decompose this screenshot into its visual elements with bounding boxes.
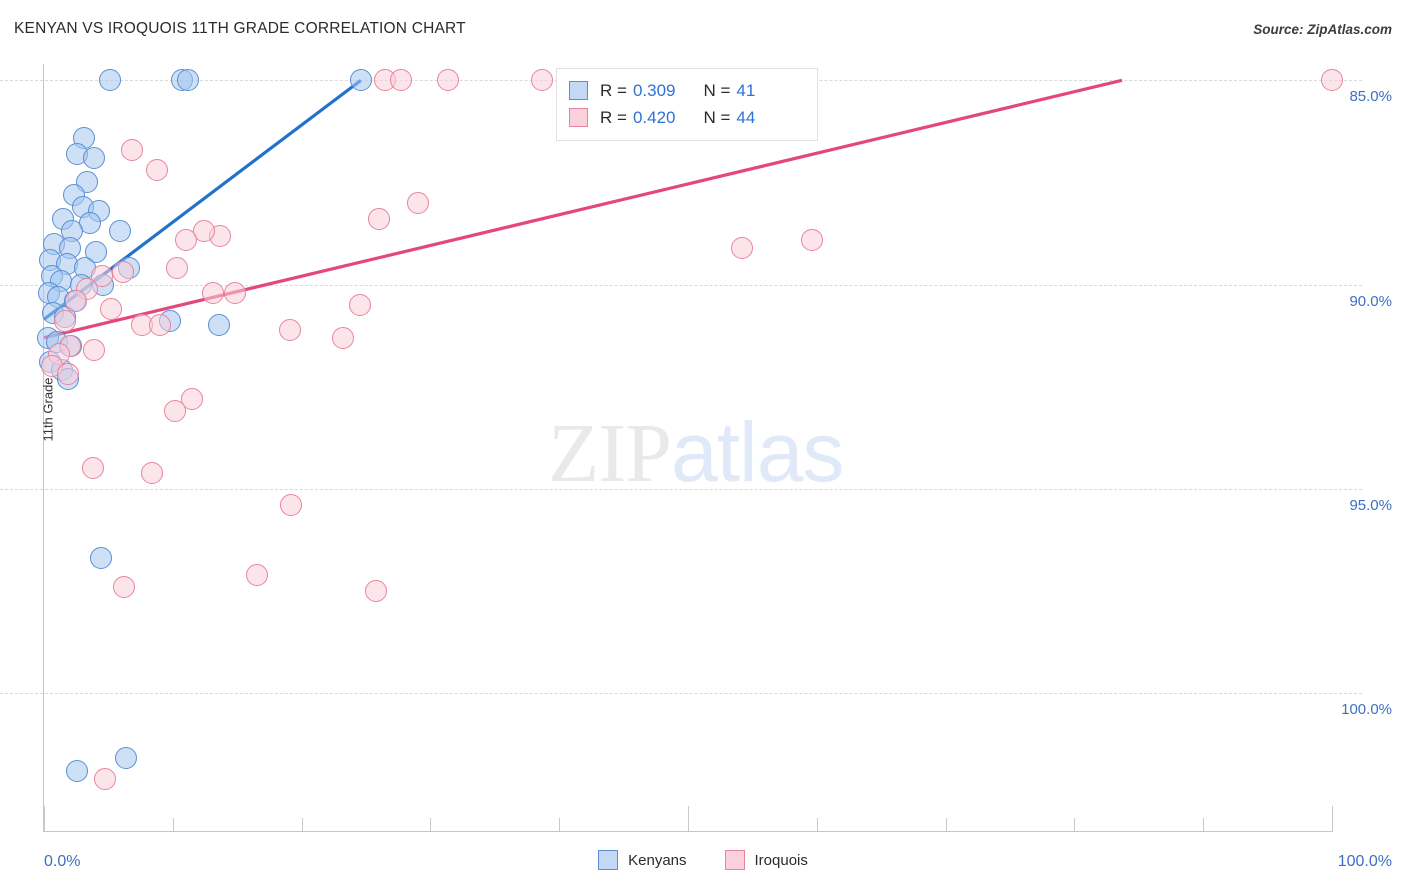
gridline <box>0 693 1362 695</box>
series-legend: Kenyans Iroquois <box>0 850 1406 870</box>
data-point[interactable] <box>81 457 104 480</box>
x-axis-tick <box>172 818 174 831</box>
legend-swatch-iroquois-icon <box>724 850 745 870</box>
legend-item-iroquois[interactable]: Iroquois <box>724 850 808 870</box>
data-point[interactable] <box>174 228 197 251</box>
statistics-legend: R = 0.309 N = 41 R = 0.420 N = 44 <box>556 68 818 141</box>
x-axis-min-label: 0.0% <box>44 853 81 870</box>
y-axis-tick-label: 85.0% <box>1349 88 1392 106</box>
n-value: 41 <box>736 80 756 100</box>
data-point[interactable] <box>437 69 460 92</box>
series-swatch-iroquois-icon <box>569 108 588 127</box>
n-label: N = <box>703 107 731 127</box>
legend-label-kenyans: Kenyans <box>628 851 687 869</box>
x-axis-tick <box>559 818 561 831</box>
gridline <box>0 488 1362 490</box>
data-point[interactable] <box>1321 69 1343 92</box>
legend-item-kenyans[interactable]: Kenyans <box>598 850 687 870</box>
data-point[interactable] <box>93 767 116 790</box>
data-point[interactable] <box>112 575 135 598</box>
x-axis-line <box>43 831 1333 832</box>
stats-row: R = 0.420 N = 44 <box>569 104 805 131</box>
data-point[interactable] <box>57 363 80 386</box>
series-swatch-kenyans-icon <box>569 81 588 100</box>
data-point[interactable] <box>348 294 371 317</box>
stats-row: R = 0.309 N = 41 <box>569 77 805 104</box>
x-axis-tick <box>430 818 432 831</box>
data-point[interactable] <box>245 563 268 586</box>
page-title: KENYAN VS IROQUOIS 11TH GRADE CORRELATIO… <box>14 20 466 37</box>
data-point[interactable] <box>800 228 823 251</box>
data-point[interactable] <box>89 547 112 570</box>
x-axis-max-label: 100.0% <box>1337 853 1392 870</box>
y-axis-tick-label: 95.0% <box>1349 496 1392 514</box>
data-point[interactable] <box>111 261 134 284</box>
data-point[interactable] <box>146 159 169 182</box>
data-point[interactable] <box>66 759 89 782</box>
legend-swatch-kenyans-icon <box>598 850 619 870</box>
data-point[interactable] <box>98 69 121 92</box>
source-attribution: Source: ZipAtlas.com <box>1253 22 1392 37</box>
data-point[interactable] <box>148 314 171 337</box>
r-value: 0.420 <box>632 107 676 127</box>
watermark-zip: ZIP <box>548 407 672 500</box>
data-point[interactable] <box>164 400 187 423</box>
x-axis-tick <box>688 806 689 831</box>
legend-label-iroquois: Iroquois <box>754 851 808 869</box>
data-point[interactable] <box>531 69 554 92</box>
data-point[interactable] <box>208 314 231 337</box>
r-label: R = <box>600 80 627 100</box>
data-point[interactable] <box>331 326 354 349</box>
zipatlas-watermark: ZIPatlas <box>548 404 844 502</box>
y-axis-tick-label: 100.0% <box>1341 701 1392 719</box>
watermark-atlas: atlas <box>671 405 844 499</box>
y-axis-line <box>43 64 44 832</box>
data-point[interactable] <box>731 236 754 259</box>
data-point[interactable] <box>367 208 390 231</box>
data-point[interactable] <box>53 310 76 333</box>
r-label: R = <box>600 107 627 127</box>
data-point[interactable] <box>406 191 429 214</box>
data-point[interactable] <box>177 69 200 92</box>
data-point[interactable] <box>389 69 412 92</box>
x-axis-tick <box>1203 818 1205 831</box>
x-axis-tick <box>945 818 947 831</box>
r-value: 0.309 <box>632 80 676 100</box>
data-point[interactable] <box>223 281 246 304</box>
x-axis-tick <box>44 806 45 831</box>
data-point[interactable] <box>120 138 143 161</box>
data-point[interactable] <box>280 494 303 517</box>
data-point[interactable] <box>99 298 122 321</box>
data-point[interactable] <box>201 281 224 304</box>
x-axis-tick <box>301 818 303 831</box>
data-point[interactable] <box>279 318 301 341</box>
data-point[interactable] <box>349 69 372 92</box>
data-point[interactable] <box>165 257 188 280</box>
data-point[interactable] <box>83 146 106 169</box>
data-point[interactable] <box>181 387 204 410</box>
data-point[interactable] <box>65 289 88 312</box>
x-axis-tick <box>1074 818 1076 831</box>
x-axis-tick <box>1332 806 1333 831</box>
data-point[interactable] <box>83 338 106 361</box>
y-axis-tick-label: 90.0% <box>1349 292 1392 310</box>
data-point[interactable] <box>90 265 113 288</box>
x-axis-tick <box>816 818 818 831</box>
data-point[interactable] <box>365 579 388 602</box>
n-label: N = <box>703 80 731 100</box>
data-point[interactable] <box>141 461 164 484</box>
data-point[interactable] <box>115 747 138 770</box>
data-point[interactable] <box>108 220 131 243</box>
n-value: 44 <box>736 107 756 127</box>
